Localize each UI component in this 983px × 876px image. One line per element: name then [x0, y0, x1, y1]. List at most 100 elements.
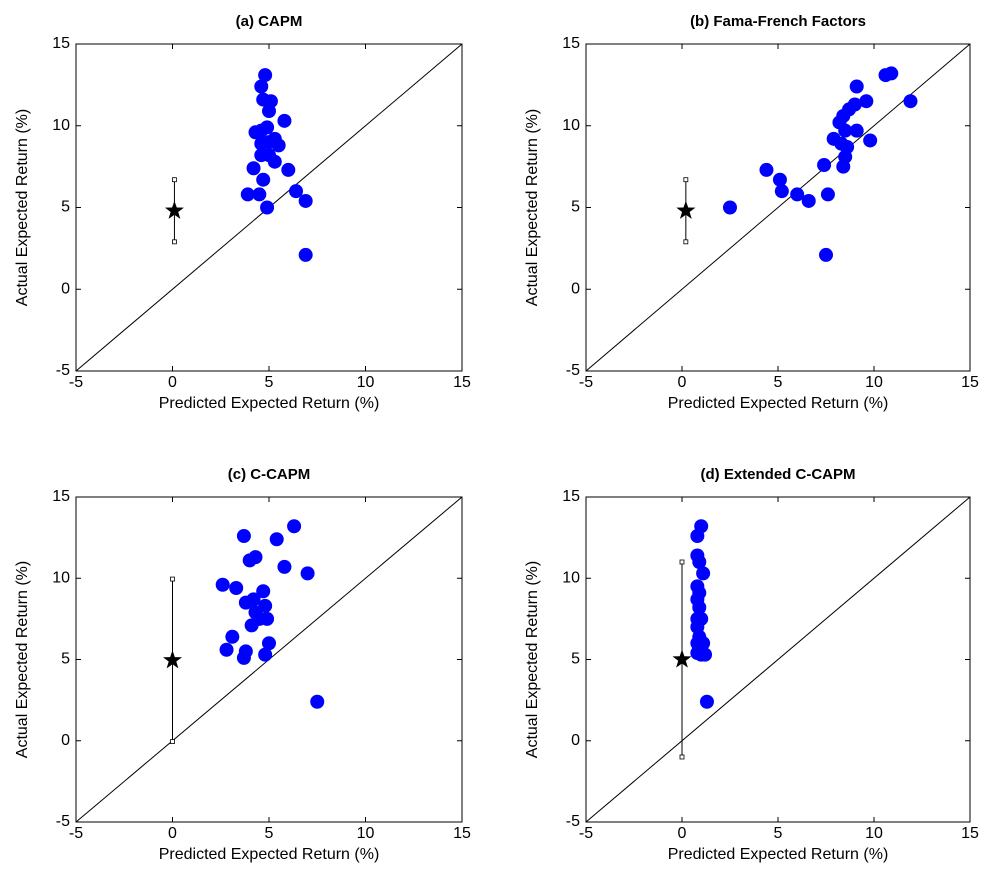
error-cap — [170, 576, 175, 582]
panel: -5 0 5 10 15 -5 0 5 10 15 (c) C-CAPM Predicted Expe… — [14, 466, 471, 863]
data-point — [262, 104, 276, 119]
data-point — [254, 148, 269, 163]
data-point — [262, 135, 276, 150]
data-point — [260, 611, 275, 626]
data-point — [801, 193, 816, 208]
y-axis-label: Actual Expected Return (%) — [524, 109, 541, 306]
y-axis-label: Actual Expected Return (%) — [14, 561, 31, 758]
x-tick-label: -5 — [579, 374, 593, 391]
error-cap — [172, 239, 177, 245]
x-tick-label: 5 — [774, 374, 783, 391]
chart-title: (c) C-CAPM — [228, 466, 311, 483]
x-tick-label: 10 — [357, 374, 375, 391]
x-axis-label: Predicted Expected Return (%) — [159, 395, 380, 412]
data-point — [819, 247, 833, 262]
data-point — [838, 123, 853, 138]
x-tick-label: -5 — [579, 825, 593, 842]
x-tick-label: 10 — [357, 825, 375, 842]
data-point — [277, 559, 292, 574]
chart-title: (b) Fama-French Factors — [690, 13, 866, 30]
data-point — [256, 172, 271, 187]
y-axis-label: Actual Expected Return (%) — [524, 561, 541, 758]
data-point — [258, 68, 273, 83]
data-point — [759, 162, 774, 177]
panel: -5 0 5 10 15 -5 0 5 10 15 (b) Fama-French Factors P… — [524, 13, 979, 412]
y-tick-label: 15 — [52, 488, 70, 505]
y-tick-label: -5 — [566, 813, 580, 830]
data-point — [699, 694, 714, 709]
data-point — [277, 113, 292, 128]
y-tick-label: 5 — [61, 199, 70, 216]
reference-star — [676, 200, 696, 219]
error-cap — [683, 177, 689, 183]
data-point — [884, 66, 899, 81]
data-point — [298, 193, 313, 208]
data-point — [256, 584, 271, 599]
error-cap — [679, 559, 685, 565]
x-axis-label: Predicted Expected Return (%) — [668, 395, 889, 412]
panel: -5 0 5 10 15 -5 0 5 10 15 (d) Extended C-CAPM Predi… — [524, 466, 979, 863]
data-point — [260, 200, 275, 215]
y-tick-label: 0 — [571, 732, 580, 749]
x-tick-label: 15 — [453, 825, 471, 842]
x-tick-label: -5 — [69, 374, 83, 391]
error-cap — [679, 754, 685, 760]
data-point — [723, 200, 737, 215]
x-tick-label: 15 — [961, 825, 979, 842]
error-cap — [683, 239, 689, 245]
data-point — [774, 184, 789, 199]
data-point — [258, 598, 273, 613]
y-tick-label: 10 — [52, 117, 70, 134]
reference-star — [672, 649, 692, 668]
data-point — [790, 187, 805, 202]
data-point — [817, 157, 832, 172]
data-point — [269, 532, 284, 547]
data-point — [215, 577, 230, 592]
data-point — [246, 592, 261, 607]
data-point — [262, 636, 276, 651]
y-tick-label: 15 — [562, 35, 580, 52]
data-point — [248, 125, 263, 140]
x-tick-label: 15 — [453, 374, 471, 391]
x-tick-label: 5 — [265, 825, 274, 842]
data-point — [849, 123, 864, 138]
data-point — [258, 647, 273, 662]
y-tick-label: 0 — [571, 280, 580, 297]
data-point — [690, 529, 705, 543]
data-point — [219, 642, 234, 657]
data-point — [254, 79, 269, 94]
y-tick-label: 15 — [52, 35, 70, 52]
y-tick-label: 5 — [571, 199, 580, 216]
data-point — [849, 79, 864, 94]
y-axis-label: Actual Expected Return (%) — [14, 109, 31, 306]
y-tick-label: 15 — [562, 488, 580, 505]
chart-title: (a) CAPM — [236, 13, 303, 30]
y-tick-label: -5 — [566, 362, 580, 379]
y-tick-label: 5 — [61, 651, 70, 668]
error-cap — [170, 739, 175, 744]
y-tick-label: 10 — [562, 117, 580, 134]
y-tick-label: -5 — [56, 813, 70, 830]
x-tick-label: 0 — [168, 374, 177, 391]
x-tick-label: 10 — [865, 374, 883, 391]
data-point — [289, 184, 304, 199]
x-axis-label: Predicted Expected Return (%) — [668, 846, 889, 863]
data-point — [236, 529, 251, 543]
data-point — [903, 94, 918, 109]
y-tick-label: 5 — [571, 651, 580, 668]
data-point — [252, 187, 267, 202]
data-point — [836, 159, 851, 174]
y-tick-label: 0 — [61, 280, 70, 297]
y-tick-label: -5 — [56, 362, 70, 379]
x-axis-label: Predicted Expected Return (%) — [159, 846, 380, 863]
data-point — [281, 162, 296, 177]
data-point — [298, 247, 313, 262]
data-point — [692, 555, 707, 569]
data-point — [244, 618, 259, 633]
data-point — [287, 519, 302, 534]
data-point — [310, 694, 325, 709]
panel: -5 0 5 10 15 -5 0 5 10 15 (a) CAPM Predicted Expect… — [14, 13, 471, 412]
data-point — [772, 172, 787, 187]
